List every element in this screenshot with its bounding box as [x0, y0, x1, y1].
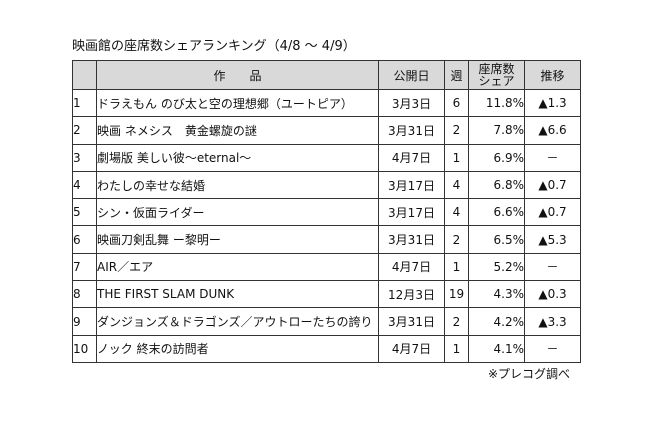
header-share: 座席数シェア: [468, 60, 525, 90]
release-cell: 12月3日: [378, 280, 445, 309]
share-cell: 6.8%: [468, 170, 525, 200]
title-cell: ダンジョンズ＆ドラゴンズ／アウトローたちの誇り: [96, 307, 379, 336]
trend-cell: ▲3.3: [524, 307, 581, 336]
source-note: ※プレコグ調べ: [488, 367, 571, 381]
rank-cell: 3: [72, 143, 97, 172]
weeks-cell: 1: [444, 334, 469, 363]
trend-cell: －: [524, 334, 581, 363]
header-title: 作 品: [96, 60, 379, 90]
release-cell: 3月17日: [378, 170, 445, 200]
table-row: 4 わたしの幸せな結婚 3月17日 4 6.8% ▲0.7: [72, 170, 581, 200]
share-cell: 4.2%: [468, 307, 525, 336]
rank-cell: 1: [72, 88, 97, 118]
weeks-cell: 4: [444, 170, 469, 200]
weeks-cell: 1: [444, 143, 469, 172]
rank-cell: 4: [72, 170, 97, 200]
title-cell: 劇場版 美しい彼～eternal～: [96, 143, 379, 172]
release-cell: 3月17日: [378, 198, 445, 227]
share-cell: 6.5%: [468, 225, 525, 254]
trend-cell: ▲1.3: [524, 88, 581, 118]
title-cell: ノック 終末の訪問者: [96, 334, 379, 363]
release-cell: 4月7日: [378, 143, 445, 172]
share-cell: 6.9%: [468, 143, 525, 172]
title-cell: シン・仮面ライダー: [96, 198, 379, 227]
header-row: 作 品 公開日 週 座席数シェア 推移: [72, 60, 581, 90]
release-cell: 3月31日: [378, 307, 445, 336]
weeks-cell: 2: [444, 307, 469, 336]
table-row: 7 AIR／エア 4月7日 1 5.2% －: [72, 252, 581, 282]
table-row: 10 ノック 終末の訪問者 4月7日 1 4.1% －: [72, 334, 581, 363]
weeks-cell: 1: [444, 252, 469, 282]
release-cell: 3月31日: [378, 116, 445, 145]
rank-cell: 7: [72, 252, 97, 282]
release-cell: 3月3日: [378, 88, 445, 118]
trend-cell: ▲0.3: [524, 280, 581, 309]
share-cell: 7.8%: [468, 116, 525, 145]
table-row: 9 ダンジョンズ＆ドラゴンズ／アウトローたちの誇り 3月31日 2 4.2% ▲…: [72, 307, 581, 336]
release-cell: 4月7日: [378, 252, 445, 282]
weeks-cell: 6: [444, 88, 469, 118]
weeks-cell: 2: [444, 116, 469, 145]
table-row: 3 劇場版 美しい彼～eternal～ 4月7日 1 6.9% －: [72, 143, 581, 172]
trend-cell: －: [524, 143, 581, 172]
weeks-cell: 19: [444, 280, 469, 309]
share-cell: 4.3%: [468, 280, 525, 309]
ranking-table: 作 品 公開日 週 座席数シェア 推移 1 ドラえもん のび太と空の理想郷（ユー…: [72, 60, 581, 363]
rank-cell: 8: [72, 280, 97, 309]
table-row: 1 ドラえもん のび太と空の理想郷（ユートピア） 3月3日 6 11.8% ▲1…: [72, 88, 581, 118]
trend-cell: －: [524, 252, 581, 282]
weeks-cell: 2: [444, 225, 469, 254]
trend-cell: ▲6.6: [524, 116, 581, 145]
title-cell: 映画 ネメシス 黄金螺旋の謎: [96, 116, 379, 145]
header-trend: 推移: [524, 60, 581, 90]
table-row: 8 THE FIRST SLAM DUNK 12月3日 19 4.3% ▲0.3: [72, 280, 581, 309]
trend-cell: ▲0.7: [524, 170, 581, 200]
rank-cell: 9: [72, 307, 97, 336]
release-cell: 4月7日: [378, 334, 445, 363]
share-cell: 5.2%: [468, 252, 525, 282]
share-cell: 6.6%: [468, 198, 525, 227]
share-cell: 11.8%: [468, 88, 525, 118]
header-rank: [72, 60, 97, 90]
table-row: 5 シン・仮面ライダー 3月17日 4 6.6% ▲0.7: [72, 198, 581, 227]
rank-cell: 2: [72, 116, 97, 145]
table-row: 2 映画 ネメシス 黄金螺旋の謎 3月31日 2 7.8% ▲6.6: [72, 116, 581, 145]
rank-cell: 6: [72, 225, 97, 254]
ranking-title: 映画館の座席数シェアランキング（4/8 ～ 4/9）: [72, 39, 356, 54]
title-cell: ドラえもん のび太と空の理想郷（ユートピア）: [96, 88, 379, 118]
title-cell: 映画刀剣乱舞 ー黎明ー: [96, 225, 379, 254]
title-cell: AIR／エア: [96, 252, 379, 282]
rank-cell: 5: [72, 198, 97, 227]
title-cell: THE FIRST SLAM DUNK: [96, 280, 379, 309]
trend-cell: ▲5.3: [524, 225, 581, 254]
share-cell: 4.1%: [468, 334, 525, 363]
header-share-label: 座席数シェア: [478, 62, 515, 88]
trend-cell: ▲0.7: [524, 198, 581, 227]
weeks-cell: 4: [444, 198, 469, 227]
rank-cell: 10: [72, 334, 97, 363]
table-row: 6 映画刀剣乱舞 ー黎明ー 3月31日 2 6.5% ▲5.3: [72, 225, 581, 254]
header-release: 公開日: [378, 60, 445, 90]
header-weeks: 週: [444, 60, 469, 90]
title-cell: わたしの幸せな結婚: [96, 170, 379, 200]
release-cell: 3月31日: [378, 225, 445, 254]
